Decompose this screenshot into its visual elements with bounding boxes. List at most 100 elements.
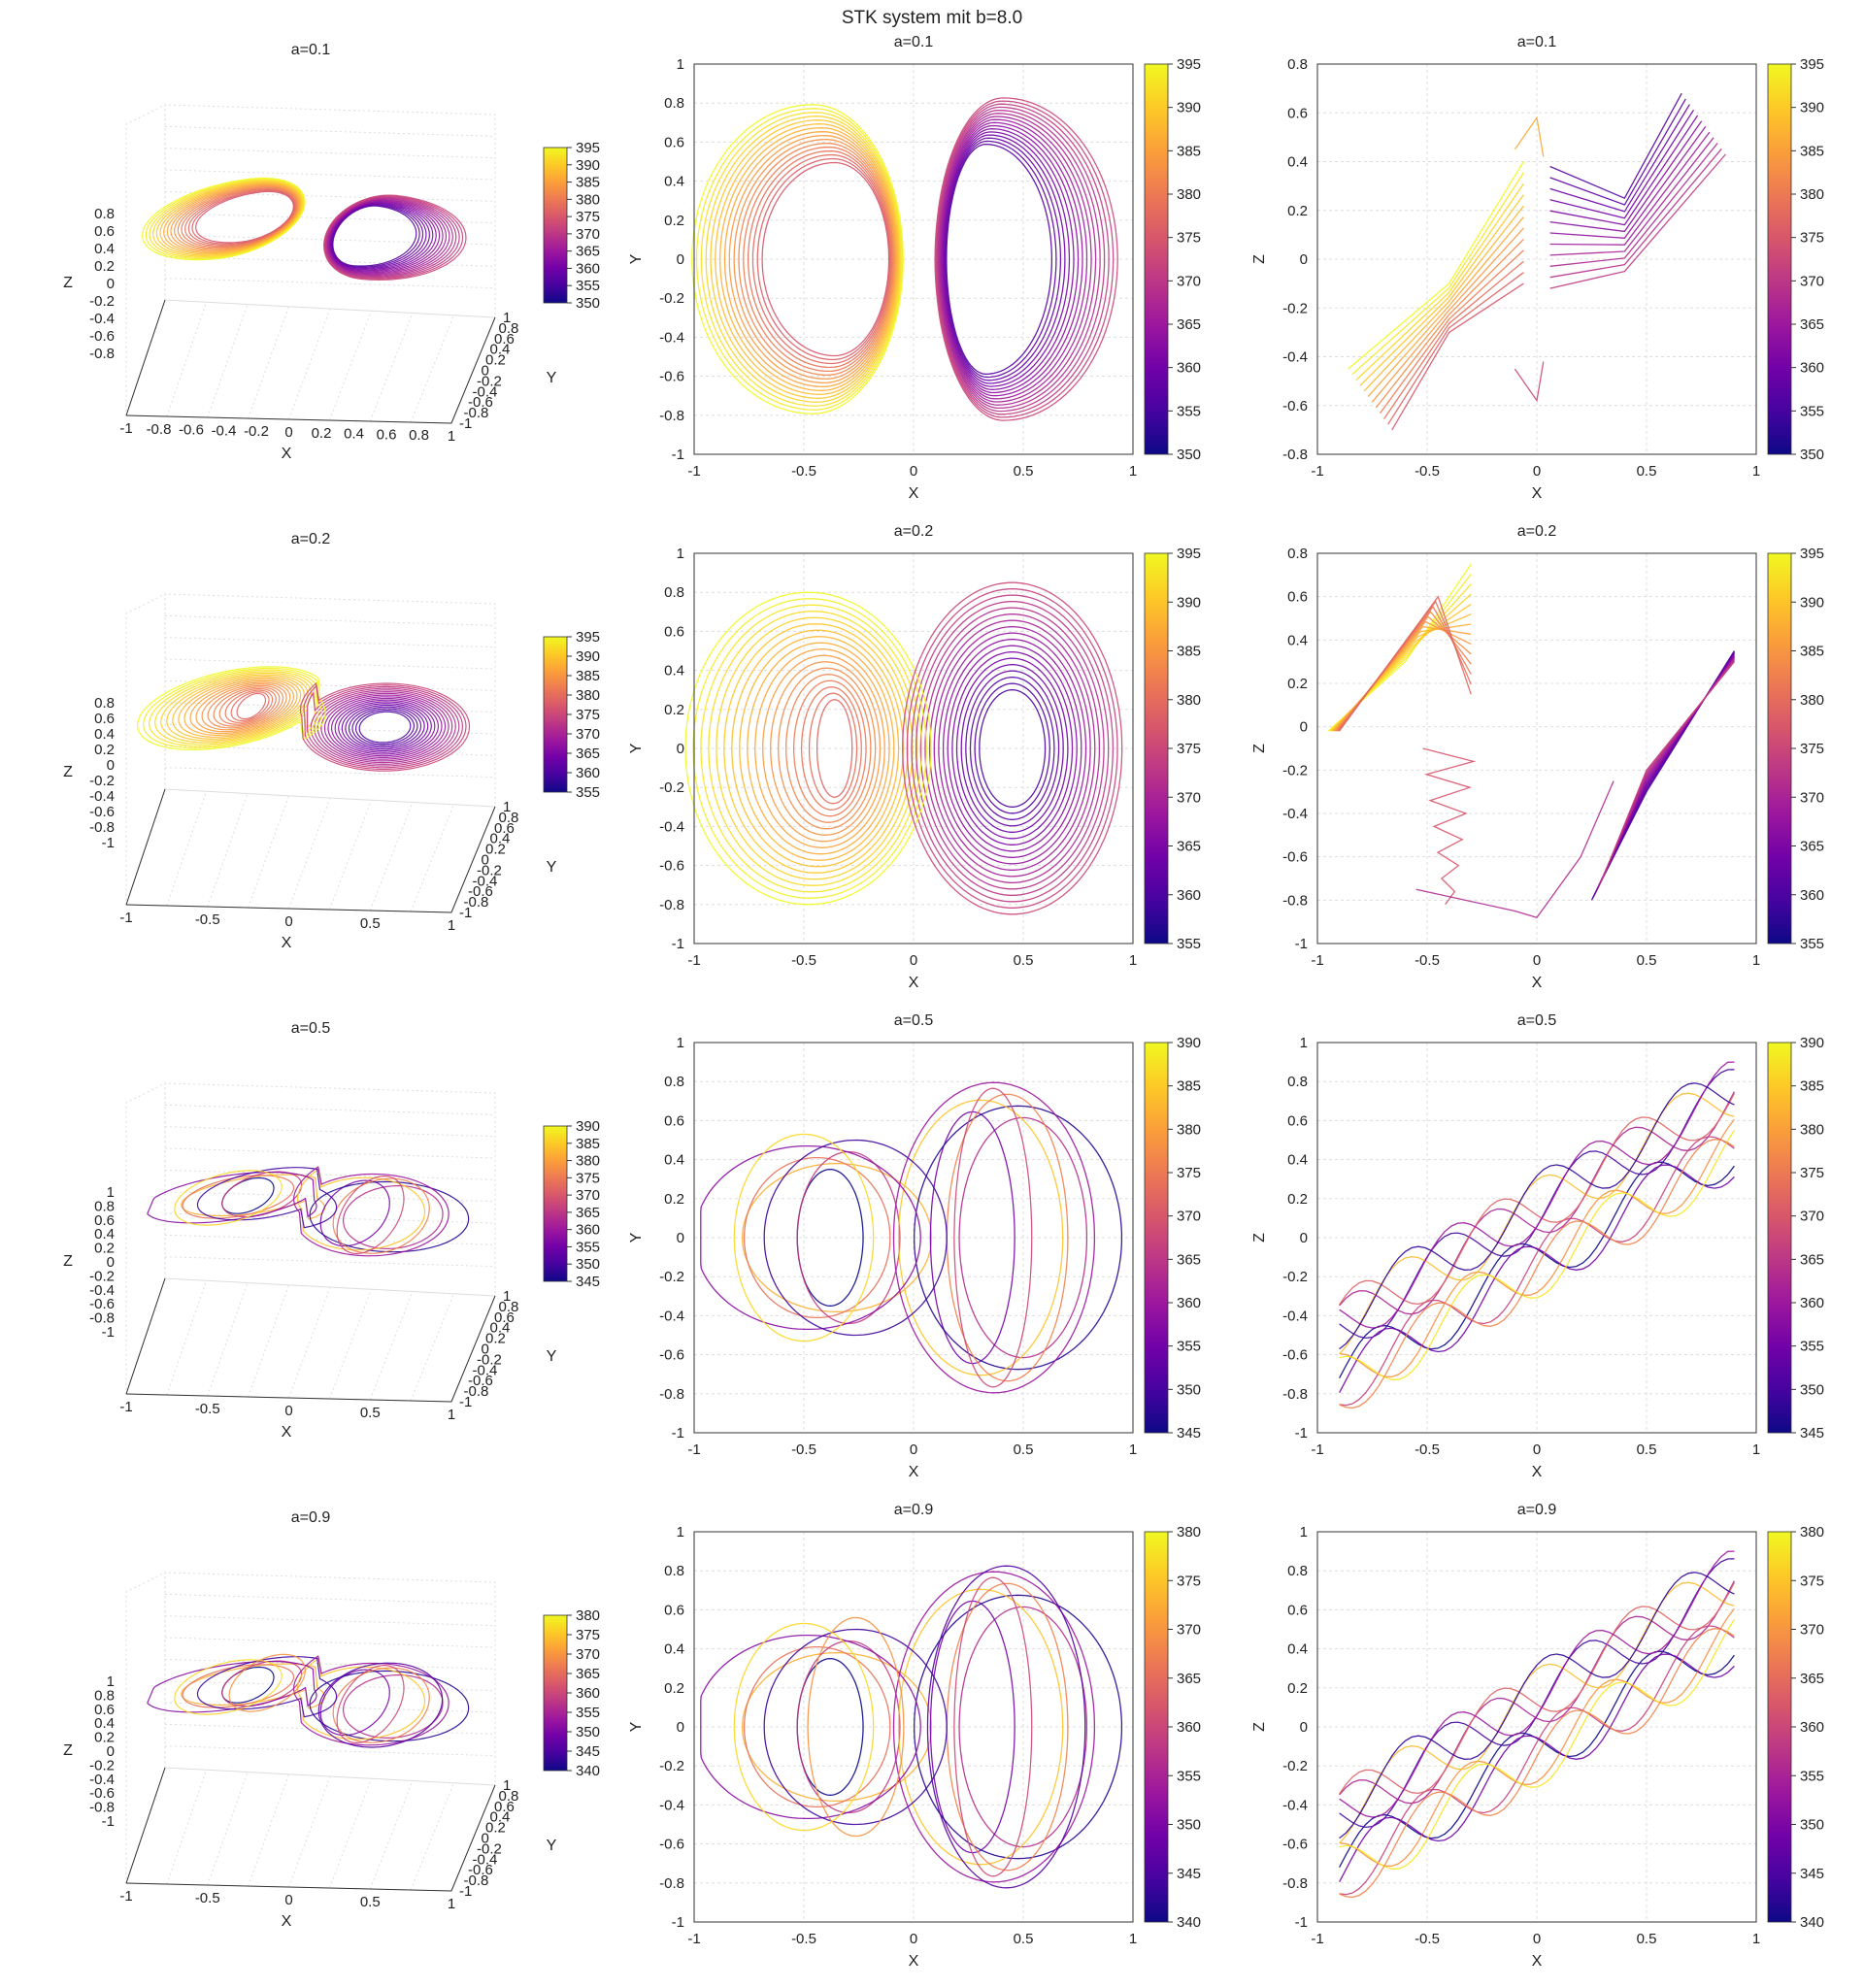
colorbar-tick-label: 360 — [1800, 1719, 1824, 1736]
trajectory-line — [940, 121, 1083, 397]
trajectory-line — [221, 1660, 303, 1707]
colorbar-tick-label: 380 — [1800, 1121, 1824, 1138]
y-tick-label: -0.6 — [659, 1837, 684, 1853]
trajectory-line — [181, 186, 297, 248]
trajectory-line — [733, 1622, 875, 1832]
x-tick-label: 0.5 — [1637, 1931, 1657, 1947]
x-tick-label: -0.5 — [1415, 1441, 1440, 1458]
colorbar-tick-label: 370 — [576, 1187, 600, 1204]
z-tick-label: 0.2 — [94, 742, 115, 758]
trajectory-line — [1339, 1093, 1735, 1306]
grid-line — [369, 313, 414, 422]
colorbar-tick-label: 355 — [1177, 1339, 1201, 1355]
panel-title: a=0.1 — [1517, 34, 1557, 50]
trajectory-line — [928, 619, 1096, 878]
trajectory-line — [953, 1087, 1033, 1388]
colorbar-tick-label: 370 — [1177, 1209, 1201, 1225]
trajectory-line — [221, 1171, 303, 1218]
trajectory-line — [189, 679, 295, 735]
trajectory-line — [1598, 657, 1735, 886]
trajectory-line — [955, 657, 1069, 840]
trajectory-line — [945, 140, 1057, 379]
grid-line — [369, 1291, 414, 1401]
y-tick-label: 0.4 — [490, 342, 511, 358]
panel-xy-3: a=0.9 -1 -0.5 0 0.5 1 1 0.8 0.6 0.4 0.2 0 -0.2 -0.4 -0… — [628, 1502, 1201, 1970]
trajectory-line — [929, 1110, 1015, 1365]
trajectory-line — [317, 1662, 444, 1748]
x-tick-label: 0.5 — [1014, 952, 1034, 969]
z-axis-label: Z — [63, 1253, 73, 1270]
y-tick-label: 0.6 — [1287, 105, 1308, 121]
x-tick-label: 1 — [1752, 952, 1760, 969]
colorbar-tick-label: 365 — [1177, 1671, 1201, 1687]
trajectory-line — [299, 681, 471, 772]
trajectory-line — [1549, 104, 1690, 213]
trajectory-line — [761, 161, 890, 357]
x-tick-label: 0.5 — [1014, 1441, 1034, 1458]
panel-3d-2: a=0.5-1 -0.5 0 0.5 1X10.80.60.40.20-0.2-0.4-… — [63, 1020, 600, 1441]
y-tick-label: 0.6 — [494, 820, 515, 837]
y-tick-label: -0.8 — [464, 405, 489, 421]
colorbar-tick-label: 365 — [576, 1205, 600, 1221]
colorbar-tick-label: 380 — [576, 1153, 600, 1170]
z-tick-label: -0.4 — [89, 311, 115, 327]
floor-grid — [125, 1767, 496, 1892]
grid-line — [288, 1775, 331, 1888]
colorbar-tick-label: 345 — [1177, 1866, 1201, 1882]
y-tick-label: -0.6 — [659, 858, 684, 875]
y-tick-label: -0.4 — [473, 1362, 498, 1378]
grid-line — [164, 1126, 496, 1138]
y-tick-label: 0.6 — [664, 134, 684, 150]
trajectory-line — [939, 118, 1088, 400]
trajectory-line — [310, 687, 460, 767]
x-tick-label: -0.5 — [791, 1931, 816, 1947]
trajectory-line — [684, 591, 932, 906]
trajectory-line — [170, 184, 300, 251]
trajectory-line — [1593, 652, 1735, 896]
y-tick-label: -0.4 — [659, 329, 684, 346]
trajectory-line — [309, 1180, 470, 1253]
colorbar — [543, 1125, 568, 1282]
x-tick-label: -1 — [119, 420, 132, 437]
x-tick-label: 1 — [448, 1896, 455, 1912]
x-tick-label: 0.5 — [1014, 1931, 1034, 1947]
y-tick-label: 0 — [482, 363, 489, 380]
figure-title: STK system mit b=8.0 — [842, 8, 1022, 28]
y-tick-label: -0.2 — [477, 1351, 502, 1368]
x-axis-label: X — [1532, 975, 1543, 991]
trajectory-line — [1371, 227, 1524, 403]
y-tick-label: 0.8 — [664, 584, 684, 601]
panel-title: a=0.2 — [894, 523, 934, 540]
grid-line — [164, 614, 496, 626]
y-axis-label: Y — [547, 1348, 557, 1365]
y-tick-label: 0.2 — [485, 842, 506, 858]
trajectory-line — [149, 669, 319, 747]
colorbar-tick-label: 360 — [576, 1222, 600, 1239]
trajectory-line — [218, 688, 277, 725]
trajectory-line — [1391, 282, 1524, 431]
trajectory-line — [1339, 1082, 1735, 1350]
trajectory-line — [808, 692, 858, 805]
z-tick-label: 0.2 — [94, 1241, 115, 1257]
trajectory-line — [319, 1669, 390, 1737]
colorbar-tick-label: 375 — [1177, 741, 1201, 757]
x-tick-label: -0.4 — [212, 422, 237, 439]
z-tick-label: 0 — [107, 757, 115, 774]
colorbar-tick-label: 370 — [1177, 789, 1201, 806]
trajectory-line — [1339, 1580, 1735, 1805]
x-tick-label: 0.5 — [360, 915, 381, 932]
y-tick-label: 0.4 — [1287, 1152, 1308, 1169]
trajectory-line — [1336, 611, 1472, 732]
y-tick-label: 0.6 — [664, 1112, 684, 1129]
y-tick-label: 0.8 — [499, 320, 519, 337]
colorbar-tick-label: 360 — [1177, 360, 1201, 377]
colorbar-tick-label: 360 — [576, 260, 600, 277]
grid-line — [288, 1286, 331, 1399]
x-axis-line — [125, 1882, 452, 1892]
trajectory-line — [906, 588, 1118, 909]
y-tick-label: -0.6 — [468, 883, 493, 900]
plot-frame — [1316, 1042, 1757, 1434]
z-tick-label: 0.8 — [94, 1198, 115, 1214]
trajectory-line — [174, 185, 299, 250]
trajectory-line — [728, 134, 897, 384]
